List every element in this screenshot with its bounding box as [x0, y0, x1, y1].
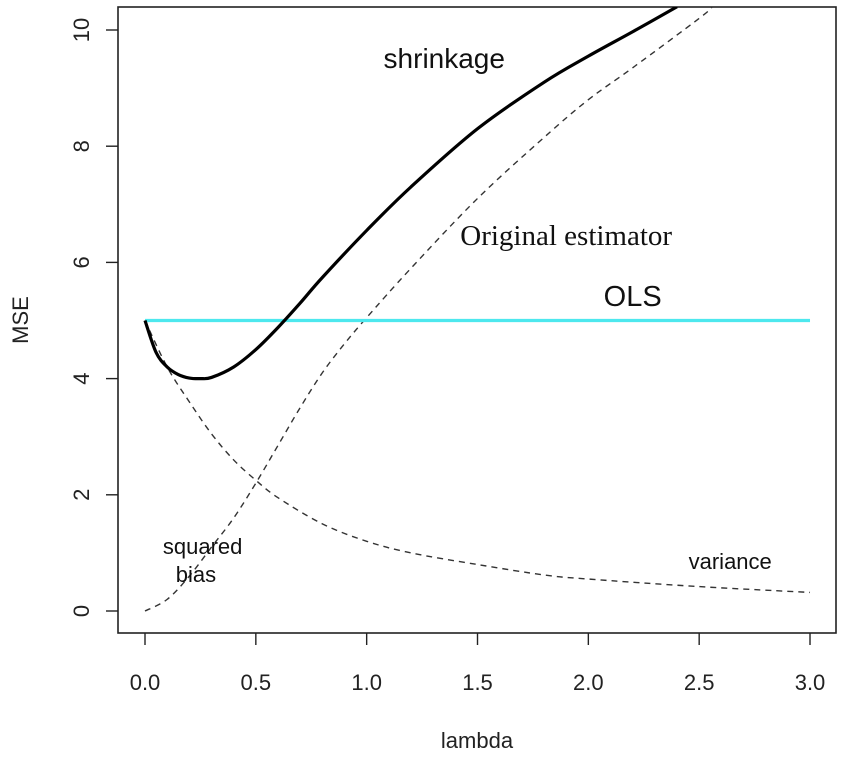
x-axis-title: lambda — [441, 728, 514, 753]
x-tick-label: 2.5 — [684, 670, 715, 695]
x-tick-label: 0.0 — [130, 670, 161, 695]
x-tick-label: 3.0 — [795, 670, 826, 695]
y-tick-label: 6 — [69, 256, 94, 268]
annotation-original-estimator: Original estimator — [460, 220, 672, 252]
y-tick-label: 10 — [69, 18, 94, 42]
annotation-variance: variance — [689, 549, 772, 574]
annotation-squared: squared — [163, 534, 243, 559]
series-layer — [143, 7, 811, 612]
x-tick-label: 1.0 — [351, 670, 382, 695]
annotation-layer: shrinkage Original estimator OLS squared bia… — [163, 43, 772, 587]
y-tick-label: 4 — [69, 372, 94, 384]
series-line-shrinkage — [143, 7, 678, 381]
y-axis-title: MSE — [8, 296, 33, 344]
axis-layer: 0.0 0.5 1.0 1.5 2.0 2.5 3.0 0 2 4 6 8 10 — [69, 18, 825, 695]
y-tick-label: 8 — [69, 140, 94, 152]
x-tick-label: 2.0 — [573, 670, 604, 695]
x-tick-label: 0.5 — [241, 670, 272, 695]
annotation-bias: bias — [176, 562, 216, 587]
series-line-squared-bias — [144, 7, 713, 612]
series-line-variance — [144, 320, 811, 594]
x-tick-label: 1.5 — [462, 670, 493, 695]
y-tick-label: 2 — [69, 489, 94, 501]
annotation-shrinkage: shrinkage — [384, 43, 505, 74]
y-tick-label: 0 — [69, 605, 94, 617]
annotation-ols: OLS — [604, 281, 662, 313]
